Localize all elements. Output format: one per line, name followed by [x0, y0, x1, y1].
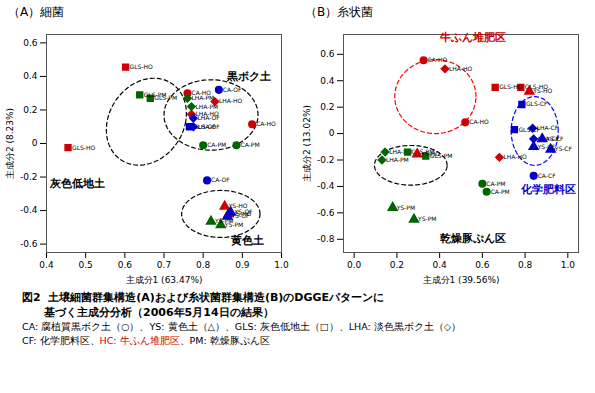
svg-text:-0.4: -0.4: [20, 205, 38, 215]
svg-text:YS-PM: YS-PM: [417, 215, 436, 222]
svg-text:0.4: 0.4: [320, 76, 335, 86]
svg-text:LHA-PM: LHA-PM: [386, 156, 409, 163]
svg-text:0.4: 0.4: [432, 260, 447, 270]
svg-text:-0.2: -0.2: [317, 155, 335, 165]
svg-text:主成分1 (39.56%): 主成分1 (39.56%): [423, 275, 500, 285]
svg-text:0.0: 0.0: [347, 260, 362, 270]
svg-text:YS-HO: YS-HO: [228, 202, 248, 210]
svg-text:YS-CF: YS-CF: [554, 145, 573, 152]
svg-text:YS-PM: YS-PM: [396, 203, 415, 210]
svg-text:GLS-PM: GLS-PM: [429, 152, 453, 159]
svg-text:0.2: 0.2: [23, 105, 37, 115]
svg-text:LHA-PM: LHA-PM: [192, 94, 215, 101]
svg-text:CA-HO: CA-HO: [191, 89, 212, 97]
svg-text:牛ふん堆肥区: 牛ふん堆肥区: [439, 31, 506, 44]
svg-text:0.9: 0.9: [235, 260, 250, 270]
svg-text:0.6: 0.6: [475, 260, 490, 270]
svg-text:0.4: 0.4: [39, 260, 54, 270]
svg-text:CA-CF: CA-CF: [538, 172, 557, 179]
svg-text:化学肥料区: 化学肥料区: [520, 183, 576, 196]
svg-text:灰色低地土: 灰色低地土: [49, 177, 105, 190]
svg-text:GLS-CF: GLS-CF: [518, 126, 540, 133]
svg-text:主成分2 (8.23%): 主成分2 (8.23%): [5, 108, 15, 179]
svg-text:CA-OF: CA-OF: [223, 86, 242, 93]
svg-text:GLS-HO: GLS-HO: [499, 83, 522, 90]
svg-text:YS-HO: YS-HO: [532, 87, 552, 94]
svg-text:0.7: 0.7: [157, 260, 171, 270]
svg-text:YS-OF: YS-OF: [230, 212, 250, 219]
html-text:CA: 腐植質黒ボク土（○）、YS: 黄色土（△）、GLS:: CA: 腐植質黒ボク土（○）、YS: 黄色土（△）、GLS: 灰色低地土（□）、…: [22, 321, 461, 332]
svg-text:CA-HO: CA-HO: [469, 118, 489, 125]
svg-text:GLS-HO: GLS-HO: [72, 144, 95, 151]
svg-text:0.2: 0.2: [390, 260, 404, 270]
svg-text:YS-PM: YS-PM: [224, 221, 243, 228]
svg-text:0.5: 0.5: [79, 260, 93, 270]
svg-text:GLS-HO: GLS-HO: [130, 63, 153, 70]
svg-text:1.0: 1.0: [561, 260, 576, 270]
svg-text:黒ボク土: 黒ボク土: [226, 70, 271, 83]
svg-text:-0.6: -0.6: [20, 239, 38, 249]
svg-text:-0.6: -0.6: [317, 208, 335, 218]
svg-text:YS-HO: YS-HO: [420, 150, 440, 157]
svg-text:LHA-OF: LHA-OF: [197, 114, 220, 121]
svg-text:LHA-PM: LHA-PM: [195, 103, 218, 110]
html-text:（A）細菌: （A）細菌: [8, 5, 65, 19]
svg-text:GLS-PM: GLS-PM: [154, 94, 177, 101]
svg-text:0.6: 0.6: [320, 49, 335, 59]
svg-text:-0.2: -0.2: [20, 172, 38, 182]
svg-text:黄色土: 黄色土: [230, 234, 264, 247]
svg-text:CA-PM: CA-PM: [207, 141, 226, 148]
svg-text:YS-CF: YS-CF: [537, 143, 556, 150]
svg-text:0.8: 0.8: [196, 260, 211, 270]
svg-text:GLS-CF: GLS-CF: [526, 100, 548, 107]
svg-text:LHA-OF: LHA-OF: [197, 123, 220, 130]
svg-text:LHA-PM: LHA-PM: [389, 148, 412, 155]
svg-text:CA-HO: CA-HO: [428, 56, 448, 63]
svg-text:乾燥豚ぷん区: 乾燥豚ぷん区: [440, 232, 506, 245]
svg-text:主成分2 (13.02%): 主成分2 (13.02%): [302, 105, 312, 182]
svg-text:CA-OF: CA-OF: [211, 176, 230, 183]
svg-text:CA-PM: CA-PM: [486, 180, 505, 187]
svg-text:LHA-HO: LHA-HO: [219, 97, 243, 104]
svg-text:CA-HO: CA-HO: [256, 120, 276, 127]
svg-text:LHA-HO: LHA-HO: [449, 65, 473, 72]
html-text:（B）糸状菌: （B）糸状菌: [305, 5, 374, 19]
html-text:基づく主成分分析（2006年5月14日の結果）: 基づく主成分分析（2006年5月14日の結果）: [22, 306, 274, 319]
svg-text:-0.4: -0.4: [317, 181, 335, 191]
svg-text:CA-PM: CA-PM: [240, 141, 259, 148]
svg-text:-0.8: -0.8: [317, 234, 335, 244]
svg-text:0.4: 0.4: [23, 71, 38, 81]
html-text:図2 土壌細菌群集構造(A)および糸状菌群集構造(B)のDG: 図2 土壌細菌群集構造(A)および糸状菌群集構造(B)のDGGEパターンに: [22, 291, 384, 304]
svg-text:0: 0: [32, 138, 38, 148]
html-text:CF: 化学肥料区、HC: 牛ふん堆肥区、PM: 乾燥豚ぷん: CF: 化学肥料区、HC: 牛ふん堆肥区、PM: 乾燥豚ぷん区: [22, 335, 270, 346]
svg-text:主成分1 (63.47%): 主成分1 (63.47%): [126, 275, 203, 285]
svg-text:1.0: 1.0: [274, 260, 289, 270]
svg-text:0: 0: [329, 128, 335, 138]
svg-text:YS-CF: YS-CF: [545, 135, 564, 142]
svg-text:0.6: 0.6: [23, 38, 38, 48]
svg-text:0.2: 0.2: [320, 102, 334, 112]
svg-text:LHA-CF: LHA-CF: [536, 124, 559, 132]
svg-text:0.8: 0.8: [518, 260, 533, 270]
svg-text:CA-PM: CA-PM: [491, 188, 510, 195]
svg-text:0.6: 0.6: [118, 260, 133, 270]
svg-text:LHA-HO: LHA-HO: [503, 153, 527, 160]
